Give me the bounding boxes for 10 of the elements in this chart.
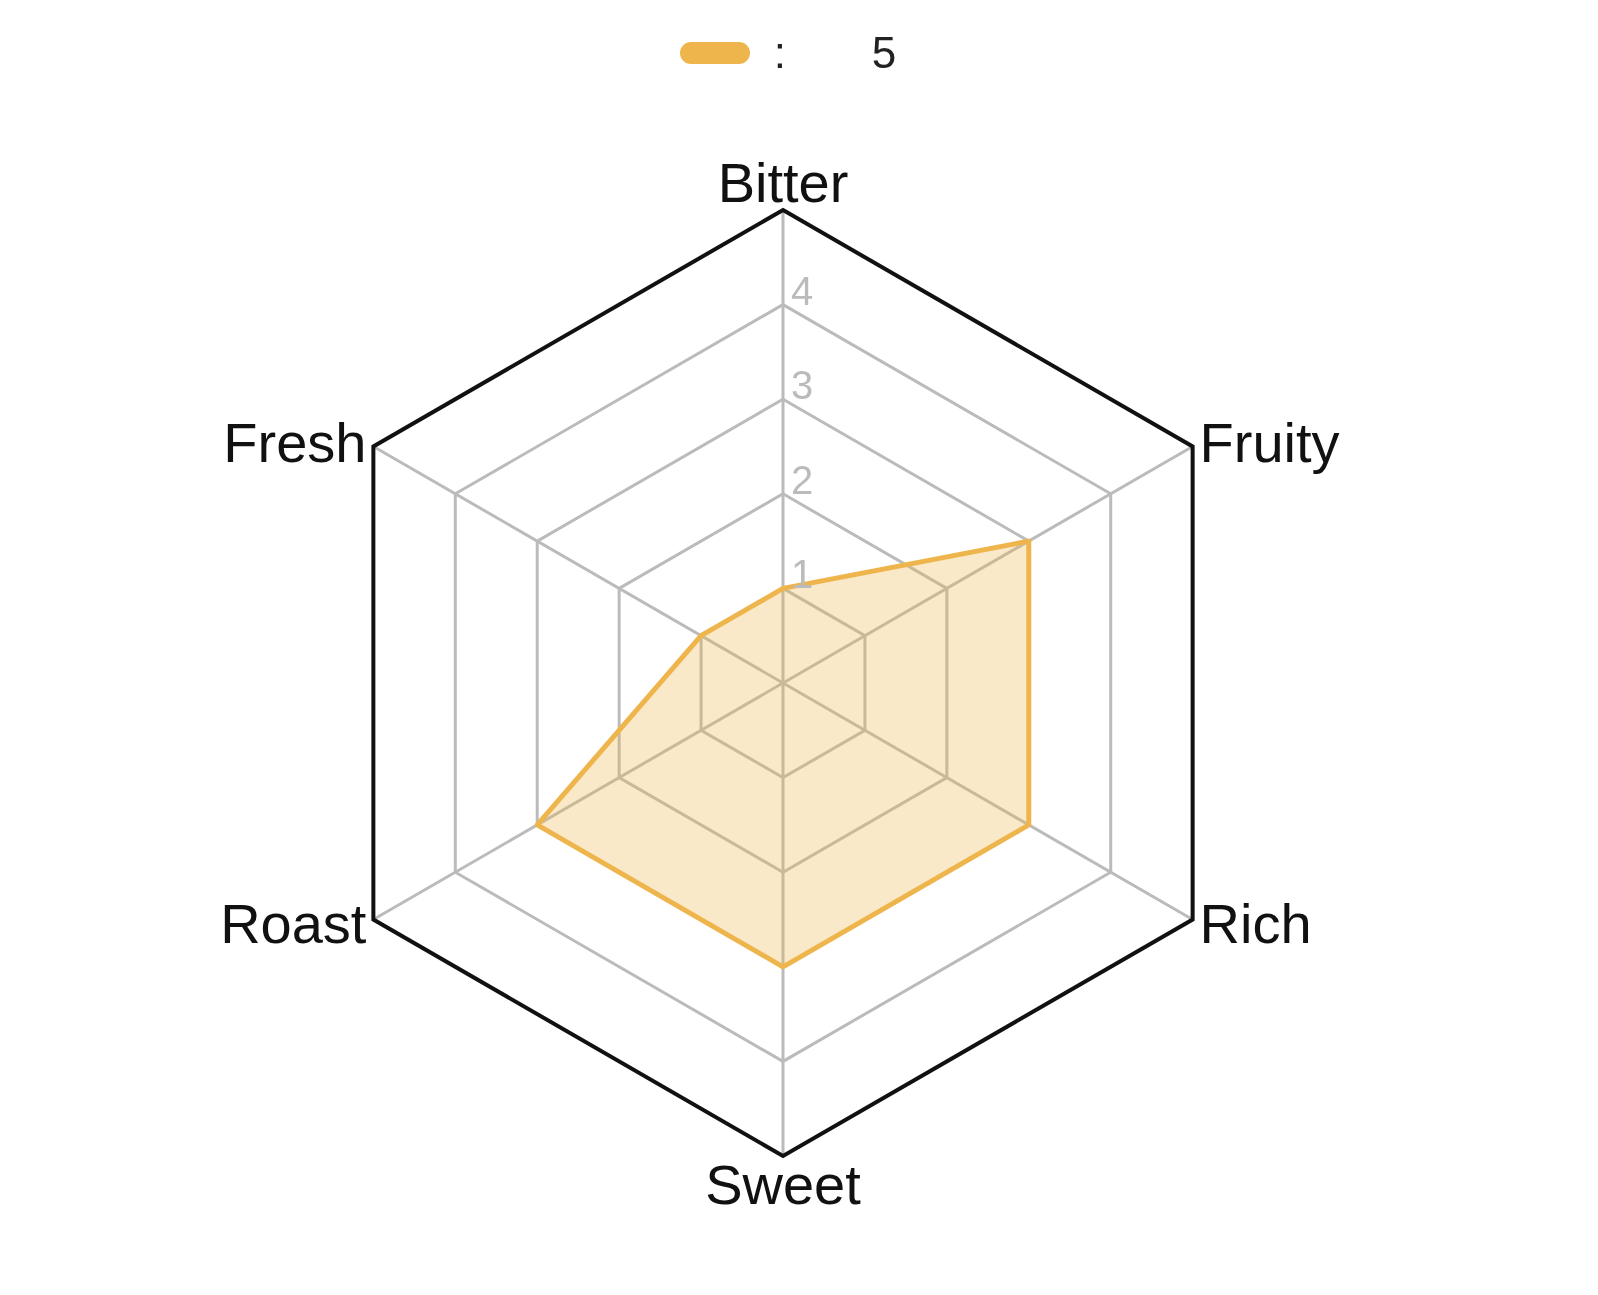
spoke-label: Bitter — [717, 151, 849, 214]
y-tick-label: 3 — [791, 363, 814, 408]
spoke-label: Roast — [220, 892, 367, 956]
y-tick-label: 2 — [791, 457, 814, 502]
y-tick-label: 4 — [791, 268, 814, 313]
spoke-label: Fruity — [1199, 411, 1340, 475]
spoke-label: Sweet — [705, 1152, 862, 1216]
spoke-label: Fresh — [223, 411, 367, 475]
legend-label: : 5 — [773, 28, 897, 78]
spoke-label: Rich — [1199, 892, 1312, 956]
